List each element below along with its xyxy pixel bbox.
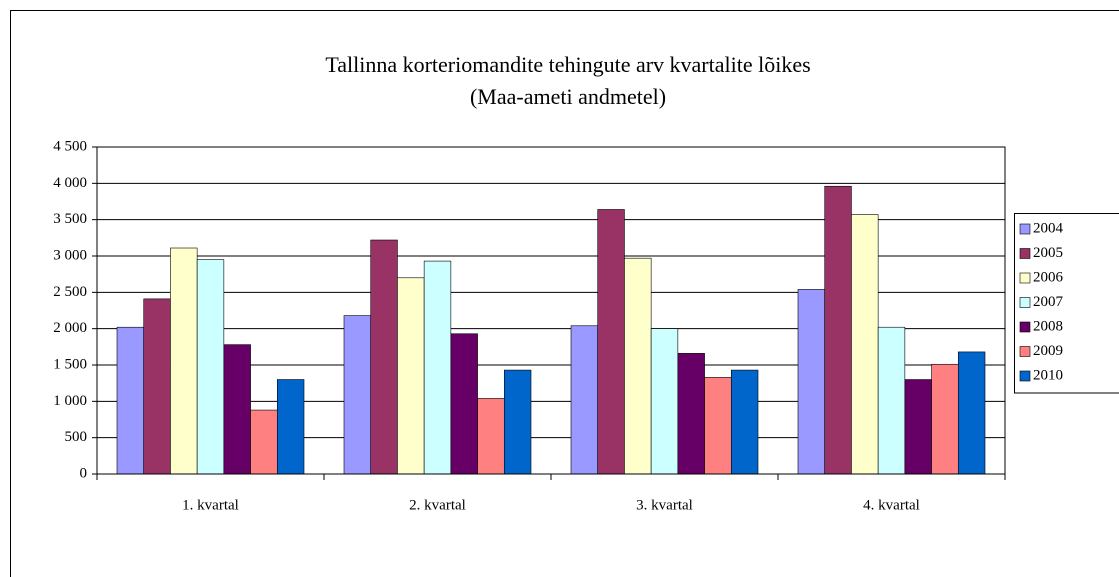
bar [597, 209, 625, 475]
bar [931, 363, 959, 475]
legend-label: 2006 [1033, 269, 1064, 285]
bar [196, 259, 225, 475]
legend-swatch [1019, 297, 1031, 308]
legend-label: 2010 [1033, 367, 1063, 383]
bar [851, 214, 879, 475]
legend-swatch [1019, 370, 1031, 382]
x-tick-label: 2. kvartal [409, 497, 466, 513]
y-tick-label: 2 500 [53, 284, 87, 300]
bar [276, 379, 305, 475]
y-tick-label: 1 000 [53, 393, 87, 409]
legend-swatch [1019, 248, 1031, 259]
bar [904, 379, 932, 475]
bar [370, 239, 398, 475]
legend-label: 2004 [1033, 220, 1064, 236]
bar [650, 328, 679, 475]
bar [143, 298, 171, 475]
y-tick-label: 3 500 [53, 211, 87, 227]
bar [250, 409, 278, 475]
x-tick-label: 4. kvartal [863, 497, 920, 513]
y-tick-label: 2 000 [53, 320, 87, 336]
bar [423, 260, 452, 475]
legend-swatch [1019, 223, 1031, 235]
legend-box [1014, 213, 1119, 394]
bar [877, 326, 906, 475]
y-tick-label: 0 [80, 465, 88, 481]
legend-label: 2009 [1033, 343, 1063, 359]
bar [570, 325, 599, 475]
bar [704, 377, 732, 475]
y-tick-label: 4 500 [53, 138, 87, 154]
x-tick-label: 1. kvartal [182, 497, 239, 513]
x-tick-label: 3. kvartal [636, 497, 693, 513]
bar [824, 185, 852, 475]
bar [503, 369, 532, 475]
bar [797, 289, 826, 475]
bar [116, 326, 145, 475]
bar [477, 398, 505, 475]
bar [450, 333, 478, 475]
legend-swatch [1019, 321, 1031, 333]
y-tick-label: 500 [65, 429, 88, 445]
bar [343, 315, 372, 475]
bar [223, 344, 251, 475]
chart-title: Tallinna korteriomandite tehingute arv k… [325, 52, 810, 77]
chart-subtitle: (Maa-ameti andmetel) [470, 84, 666, 109]
bar [957, 351, 986, 475]
y-tick-label: 1 500 [53, 356, 87, 372]
legend-swatch [1019, 272, 1031, 284]
legend-label: 2007 [1033, 294, 1064, 310]
y-tick-label: 3 000 [53, 247, 87, 263]
bar [170, 247, 198, 475]
y-tick-label: 4 000 [53, 175, 87, 191]
legend-swatch [1019, 346, 1031, 357]
bar [397, 277, 425, 475]
bar [624, 257, 652, 475]
legend-label: 2008 [1033, 318, 1063, 334]
bar [677, 353, 705, 475]
bar [730, 369, 759, 475]
legend-label: 2005 [1033, 245, 1063, 261]
